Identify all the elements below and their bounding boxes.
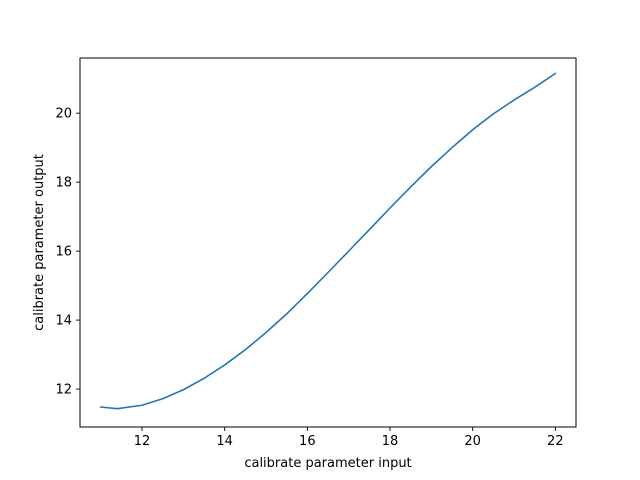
x-tick-label: 14: [216, 434, 233, 449]
y-tick-label: 18: [55, 176, 72, 191]
y-axis: 12 14 16 18 20: [55, 107, 80, 398]
y-tick-label: 12: [55, 383, 72, 398]
x-tick-label: 16: [299, 434, 316, 449]
plot-frame: [79, 57, 577, 428]
x-tick-label: 20: [464, 434, 481, 449]
y-axis-label: calibrate parameter output: [32, 154, 47, 331]
x-tick-label: 18: [382, 434, 399, 449]
x-tick-label: 12: [134, 434, 151, 449]
x-axis-label: calibrate parameter input: [244, 456, 411, 471]
series-line-0: [99, 72, 557, 410]
plot-area: [99, 72, 557, 410]
y-tick-label: 16: [55, 245, 72, 260]
x-tick-label: 22: [547, 434, 564, 449]
y-tick-label: 20: [55, 107, 72, 122]
y-tick-label: 14: [55, 314, 72, 329]
x-axis: 12 14 16 18 20 22: [134, 427, 564, 449]
